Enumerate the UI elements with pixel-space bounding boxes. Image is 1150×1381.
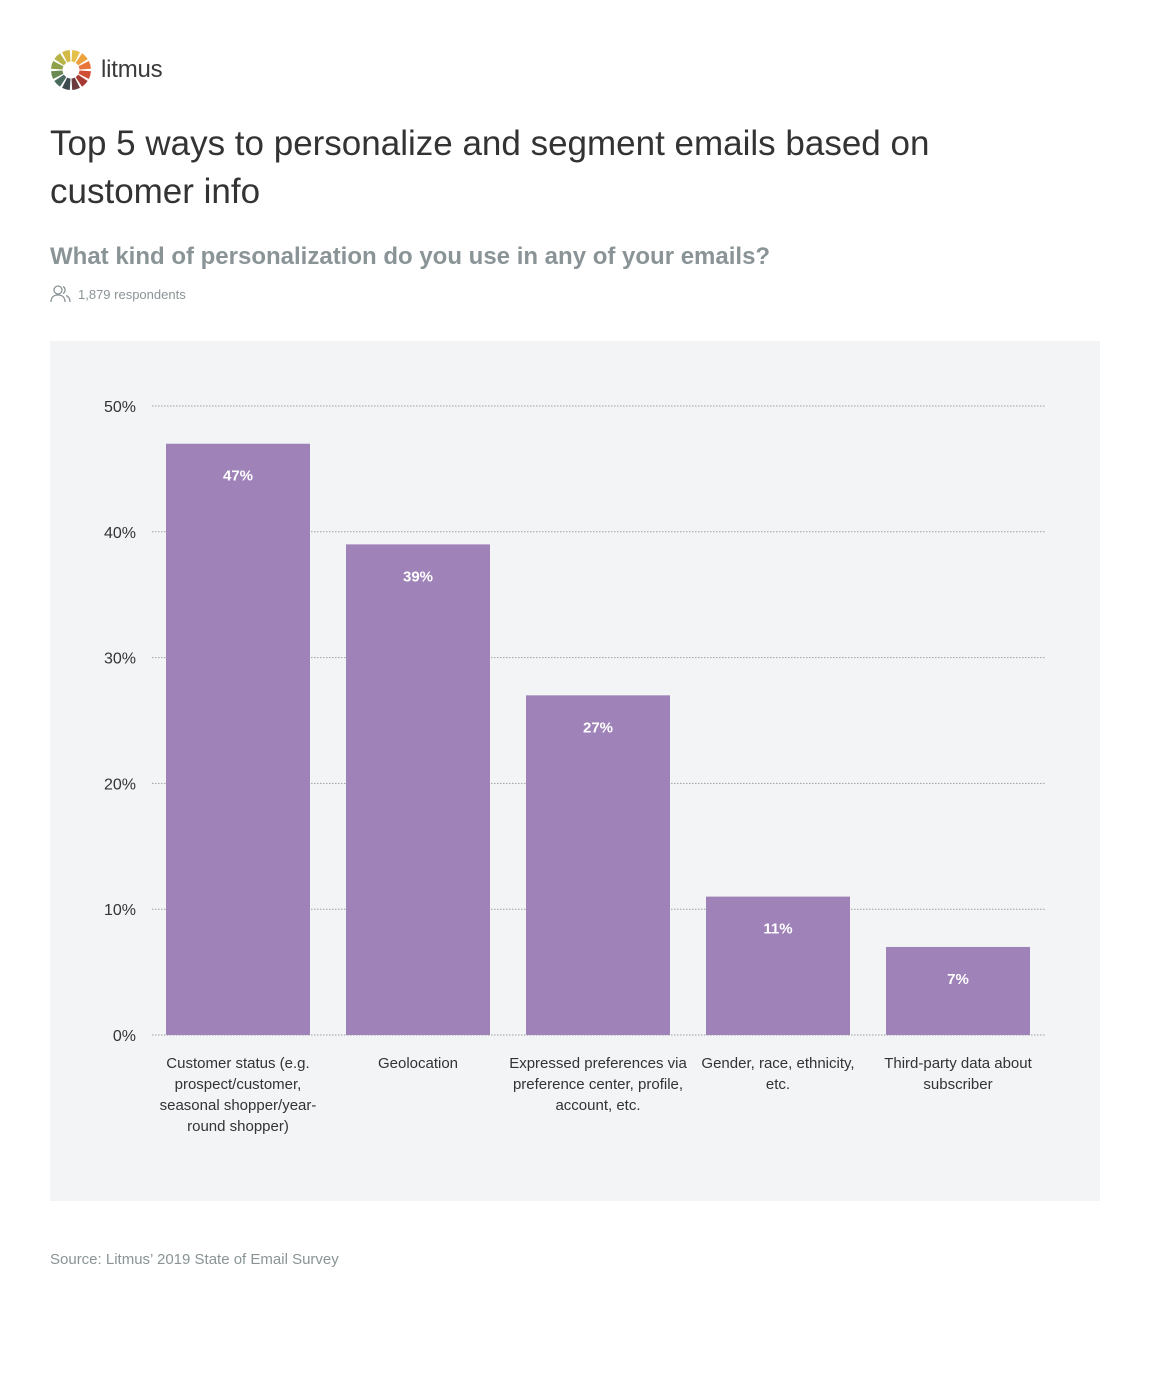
data-label: 11%: [763, 921, 792, 938]
logo-segment: [54, 53, 67, 66]
logo-segment: [51, 61, 64, 70]
x-tick-label: Expressed preferences via preference cen…: [509, 1055, 687, 1114]
chart-panel: 0% 10% 20% 30% 40% 50% 47% 39% 27% 11% 7% Customer…: [50, 341, 1100, 1201]
bar: [526, 695, 670, 1035]
data-label: 47%: [223, 468, 253, 485]
y-tick-label: 50%: [104, 399, 136, 416]
logo-segment: [51, 70, 64, 79]
y-tick-label: 10%: [104, 902, 136, 919]
litmus-logo-icon: [51, 50, 91, 90]
logo-segment: [78, 61, 91, 70]
logo-segment: [62, 77, 71, 90]
x-tick-label: Geolocation: [377, 1055, 459, 1072]
respondents-count: 1,879 respondents: [78, 287, 186, 302]
logo-segment: [78, 70, 91, 79]
logo-segment: [54, 74, 67, 87]
logo-segment: [75, 74, 88, 87]
bar: [886, 946, 1030, 1035]
bar: [346, 544, 490, 1035]
logo-segment: [71, 50, 80, 63]
x-tick-label: Gender, race, ethnicity, etc.: [701, 1055, 855, 1093]
data-label: 27%: [583, 719, 613, 736]
x-tick-label: Third-party data about subscriber: [884, 1055, 1032, 1093]
chart-subtitle: What kind of personalization do you use …: [50, 243, 771, 270]
source-note: Source: Litmus’ 2019 State of Email Surv…: [50, 1251, 339, 1268]
y-tick-label: 30%: [104, 651, 136, 668]
y-tick-label: 20%: [104, 776, 136, 793]
y-tick-label: 0%: [113, 1028, 136, 1045]
bar: [166, 443, 310, 1035]
bar: [706, 896, 850, 1035]
x-tick-label: Customer status (e.g. prospect/customer,…: [159, 1055, 317, 1135]
users-icon: [50, 285, 71, 303]
data-label: 7%: [947, 971, 969, 988]
logo-segment: [75, 53, 88, 66]
chart-title: Top 5 ways to personalize and segment em…: [50, 124, 930, 211]
y-tick-label: 40%: [104, 525, 136, 542]
data-label: 39%: [403, 568, 433, 585]
brand-name: litmus: [101, 56, 163, 83]
logo-segment: [62, 50, 71, 63]
bar-chart: 0% 10% 20% 30% 40% 50% 47% 39% 27% 11% 7%: [104, 399, 1045, 1045]
logo-segment: [71, 77, 80, 90]
